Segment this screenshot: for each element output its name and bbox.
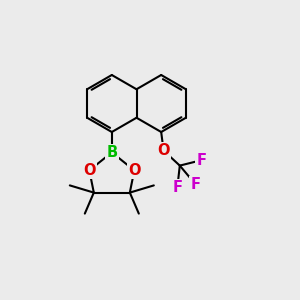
Text: F: F <box>190 177 200 192</box>
Text: O: O <box>128 163 141 178</box>
Text: O: O <box>157 143 170 158</box>
Text: O: O <box>83 163 96 178</box>
Text: F: F <box>196 153 206 168</box>
Text: B: B <box>106 145 117 160</box>
Text: F: F <box>172 180 182 195</box>
